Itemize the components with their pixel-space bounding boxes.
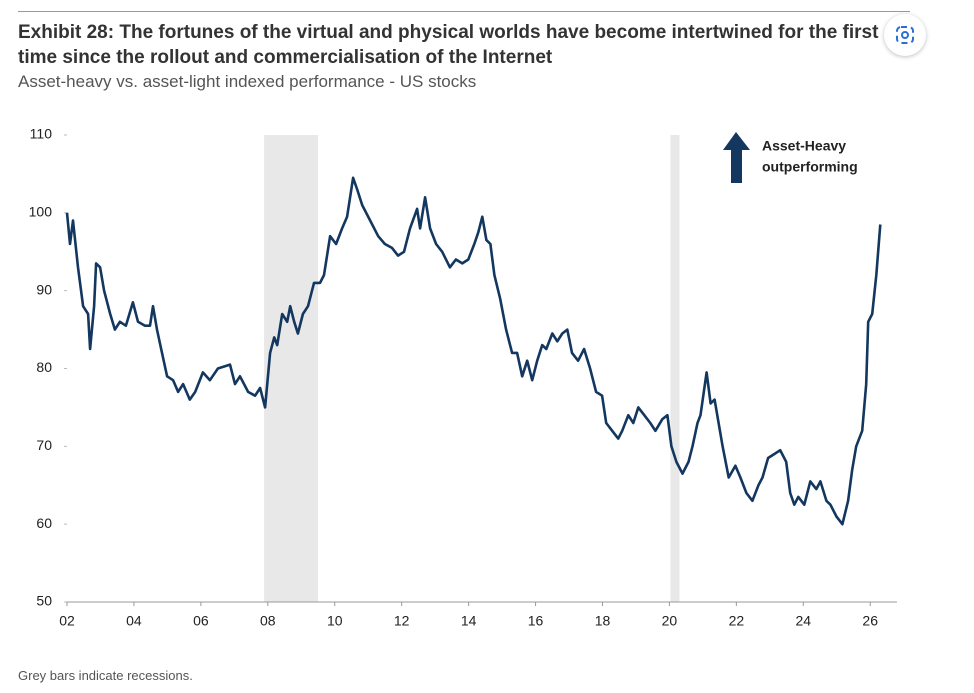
- y-tick-label: 70: [36, 437, 52, 453]
- lens-icon: [896, 26, 914, 44]
- x-tick-label: 24: [796, 613, 812, 629]
- lens-button[interactable]: [884, 14, 926, 56]
- footnote: Grey bars indicate recessions.: [18, 668, 193, 683]
- y-tick-label: 50: [36, 593, 52, 609]
- x-tick-label: 06: [193, 613, 209, 629]
- line: [65, 176, 882, 526]
- top-rule: [18, 11, 910, 12]
- y-tick-label: 100: [29, 204, 53, 220]
- annotation-arrow: [723, 132, 750, 183]
- x-tick-label: 08: [260, 613, 276, 629]
- y-tick-label: 80: [36, 359, 52, 375]
- recession-layer: [264, 135, 680, 602]
- annotation: Asset-Heavy: [762, 138, 846, 154]
- x-tick-label: 10: [327, 613, 343, 629]
- chart-subtitle: Asset-heavy vs. asset-light indexed perf…: [18, 72, 477, 91]
- x-tick-label: 12: [394, 613, 410, 629]
- x-tick-label: 18: [595, 613, 611, 629]
- chart-title: Exhibit 28: The fortunes of the virtual …: [18, 22, 879, 68]
- x-tick-label: 04: [126, 613, 142, 629]
- y-tick-label: 60: [36, 515, 52, 531]
- x-tick-label: 26: [862, 613, 878, 629]
- x-tick-label: 16: [528, 613, 544, 629]
- x-tick-label: 14: [461, 613, 477, 629]
- recession-bar: [264, 135, 319, 602]
- x-tick-label: 02: [59, 613, 75, 629]
- x-tick-label: 22: [729, 613, 745, 629]
- y-tick-label: 90: [36, 281, 52, 297]
- annotation: outperforming: [762, 159, 858, 175]
- recession-bar: [670, 135, 680, 602]
- y-tick-label: 110: [30, 126, 53, 142]
- x-tick-label: 20: [662, 613, 678, 629]
